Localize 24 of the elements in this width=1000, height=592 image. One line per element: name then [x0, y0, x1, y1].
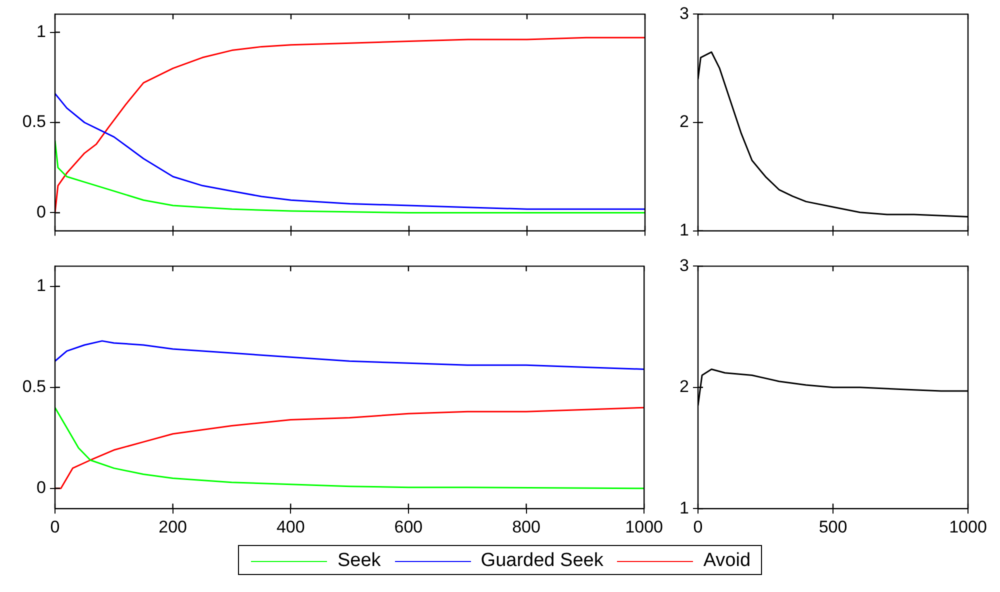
y-tick-label: 1 — [36, 22, 46, 41]
y-tick-label: 2 — [680, 112, 689, 132]
x-tick-label: 1000 — [949, 517, 987, 536]
legend-label: Avoid — [703, 550, 751, 572]
y-tick-label: 0.5 — [22, 112, 46, 132]
legend-label: Guarded Seek — [480, 550, 604, 572]
x-tick-label: 0 — [50, 517, 60, 536]
y-tick-label: 1 — [680, 498, 689, 518]
y-tick-label: 1 — [36, 276, 46, 296]
y-tick-label: 2 — [680, 377, 689, 396]
y-tick-label: 1 — [680, 220, 689, 240]
x-tick-label: 1000 — [625, 517, 664, 536]
y-tick-label: 0.5 — [22, 377, 46, 396]
x-tick-label: 500 — [818, 517, 848, 536]
y-tick-label: 0 — [36, 478, 46, 498]
x-tick-label: 400 — [276, 517, 305, 536]
x-tick-label: 200 — [158, 517, 188, 536]
y-tick-label: 3 — [680, 4, 689, 23]
legend-label: Seek — [337, 550, 381, 572]
y-tick-label: 0 — [36, 202, 46, 222]
x-tick-label: 600 — [394, 517, 423, 536]
y-tick-label: 3 — [680, 256, 689, 275]
x-tick-label: 800 — [512, 517, 540, 536]
x-tick-label: 0 — [693, 517, 703, 536]
